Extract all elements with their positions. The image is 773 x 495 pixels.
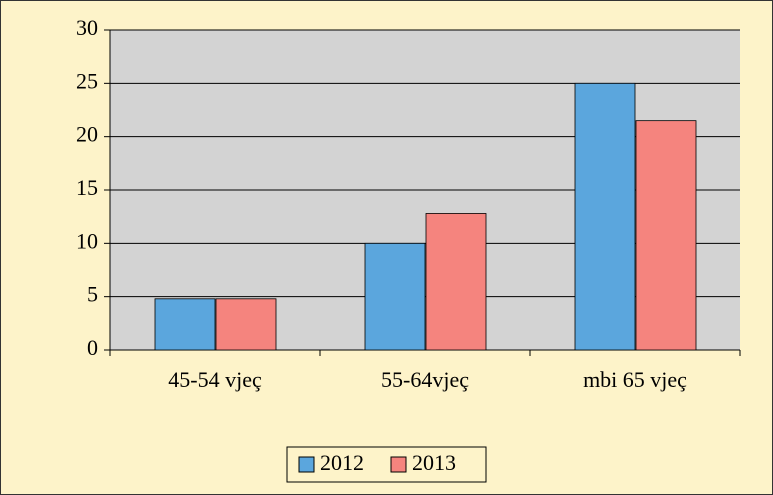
- legend-label: 2013: [412, 450, 456, 475]
- legend-swatch: [390, 456, 407, 473]
- y-tick-label: 20: [76, 122, 98, 147]
- bar: [154, 298, 216, 351]
- legend-box: [286, 446, 487, 483]
- y-tick-label: 10: [76, 228, 98, 253]
- y-tick-label: 5: [87, 282, 98, 307]
- y-tick-label: 25: [76, 68, 98, 93]
- x-tick-label: 45-54 vjeç: [168, 367, 262, 392]
- bar: [364, 242, 426, 351]
- x-tick-label: mbi 65 vjeç: [583, 367, 687, 392]
- legend-swatch: [298, 456, 315, 473]
- y-tick-label: 15: [76, 175, 98, 200]
- y-tick-label: 30: [76, 15, 98, 40]
- bar: [574, 82, 636, 351]
- bar: [215, 298, 277, 351]
- x-tick-label: 55-64vjeç: [381, 367, 469, 392]
- legend-label: 2012: [320, 450, 364, 475]
- y-tick-label: 0: [87, 335, 98, 360]
- bar: [635, 120, 697, 351]
- bar: [425, 213, 487, 351]
